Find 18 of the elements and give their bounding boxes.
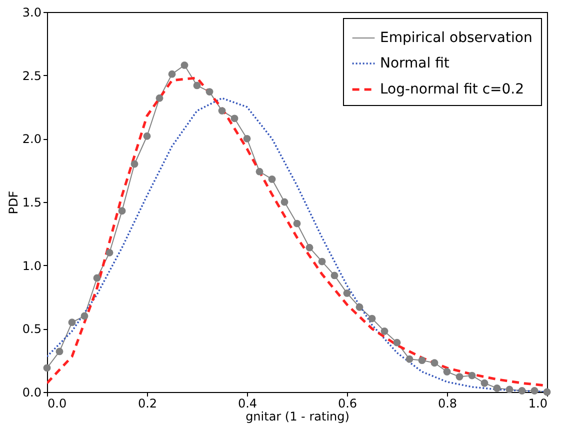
y-axis-title: PDF xyxy=(6,190,20,214)
x-tick-label: 0.0 xyxy=(48,396,67,410)
x-tick-label: 0.2 xyxy=(138,396,158,410)
x-tick-label: 1.0 xyxy=(528,396,548,410)
y-tick-label: 2.5 xyxy=(22,68,42,83)
legend-label: Empirical observation xyxy=(380,30,532,46)
y-tick-label: 0.5 xyxy=(22,322,42,336)
x-tick-label: 0.8 xyxy=(438,396,458,410)
y-tick-label: 1.0 xyxy=(22,258,42,273)
y-tick-label: 0.0 xyxy=(22,386,42,400)
x-axis-title: gnitar (1 - rating) xyxy=(246,410,350,424)
legend-label: Log-normal fit c=0.2 xyxy=(380,82,524,98)
legend-label: Normal fit xyxy=(380,56,450,72)
x-tick-label: 0.4 xyxy=(238,396,258,410)
y-tick-label: 1.5 xyxy=(22,196,42,210)
x-tick-label: 0.6 xyxy=(338,396,358,410)
y-tick-label: 2.0 xyxy=(22,132,42,146)
y-tick-label: 3.0 xyxy=(22,6,42,20)
